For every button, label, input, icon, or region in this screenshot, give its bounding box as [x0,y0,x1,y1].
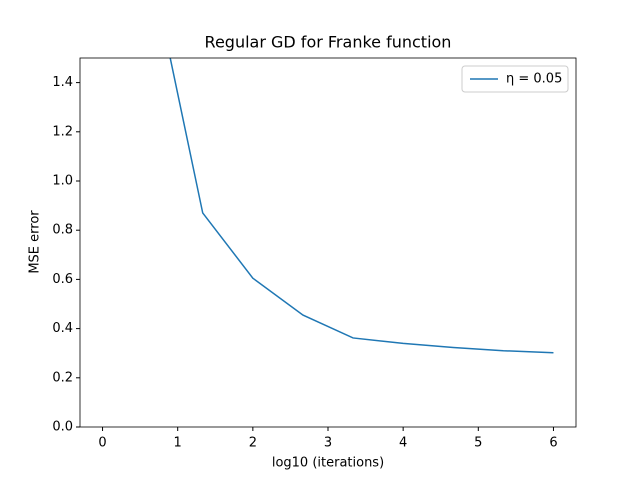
chart-title: Regular GD for Franke function [205,33,452,52]
line-series [169,58,554,354]
y-tick-label: 1.4 [52,75,73,90]
x-tick-label: 2 [249,436,257,451]
x-tick-label: 4 [399,436,407,451]
y-tick-label: 0.8 [52,223,73,238]
y-tick-label: 0.2 [52,370,73,385]
legend-label: η = 0.05 [506,72,562,87]
y-tick-label: 0.4 [52,321,73,336]
legend-box [461,65,569,93]
x-tick-label: 0 [98,436,106,451]
axes-frame [79,57,577,428]
plot-area [169,58,554,354]
x-tick-label: 3 [324,436,332,451]
y-tick-label: 1.2 [52,124,73,139]
y-axis-label: MSE error [28,210,43,274]
y-tick-label: 0.6 [52,272,73,287]
x-tick-label: 6 [549,436,557,451]
x-axis-label: log10 (iterations) [272,456,384,471]
y-tick-label: 1.0 [52,174,73,189]
x-tick-label: 5 [474,436,482,451]
y-tick-label: 0.0 [52,420,73,435]
x-tick-label: 1 [174,436,182,451]
